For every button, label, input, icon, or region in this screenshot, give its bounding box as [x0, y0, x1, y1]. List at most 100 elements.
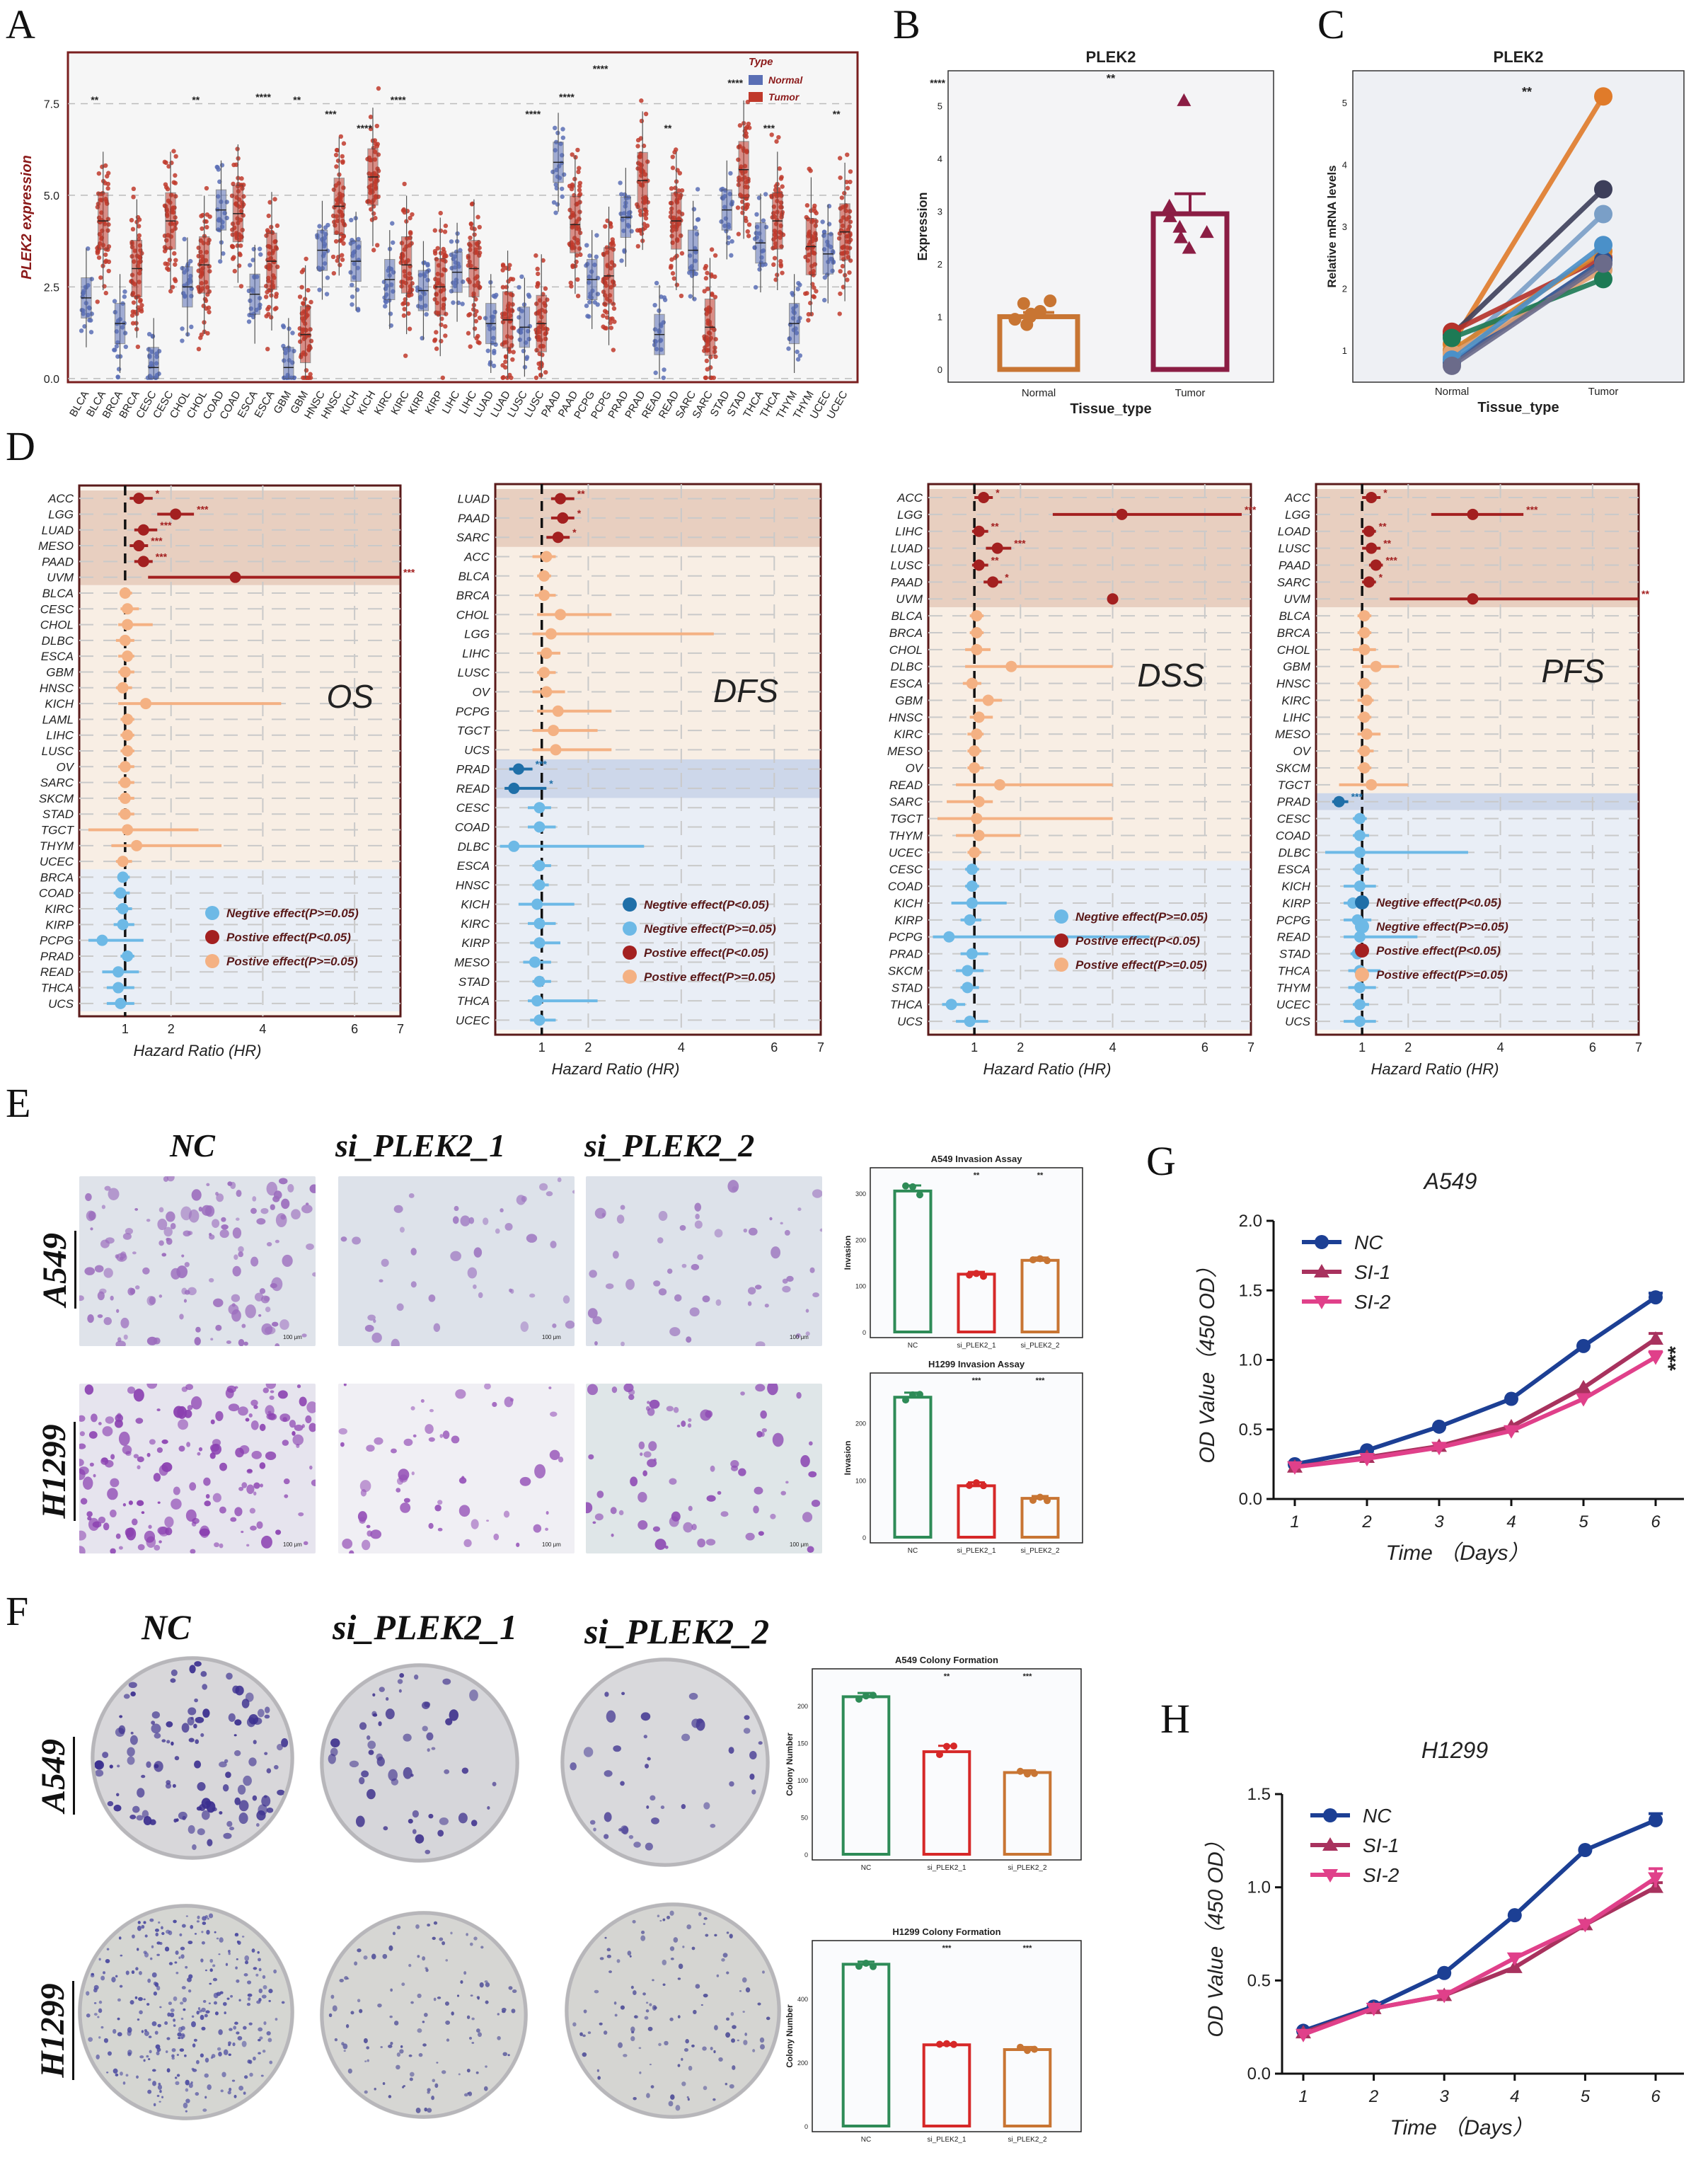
legend-label: Negtive effect(P<0.05) — [1376, 896, 1501, 909]
data-point — [521, 348, 526, 354]
data-point — [814, 289, 819, 294]
cell — [408, 1193, 415, 1198]
cancer-type-label: LIHC — [1283, 711, 1310, 724]
x-tick-label: 2 — [1017, 1040, 1024, 1055]
x-tick-label: 1 — [1358, 1040, 1366, 1055]
data-point — [820, 219, 825, 224]
data-point — [577, 188, 582, 193]
cell — [246, 1469, 253, 1474]
x-tick-label: NC — [861, 2136, 871, 2144]
hr-point — [115, 887, 127, 899]
hr-point — [550, 744, 562, 756]
cancer-type-label: SKCM — [1276, 762, 1311, 775]
data-point — [980, 1482, 987, 1490]
data-point — [778, 176, 784, 181]
cell — [187, 1405, 193, 1411]
data-point — [670, 271, 676, 276]
cancer-type-label: DLBC — [42, 634, 74, 648]
significance-label: **** — [930, 77, 945, 88]
cell — [178, 1419, 189, 1430]
scale-bar-label: 100 μm — [790, 1541, 809, 1548]
cell — [110, 1478, 120, 1488]
data-point — [916, 1391, 923, 1398]
cancer-type-label: LUAD — [891, 542, 923, 556]
cell — [200, 1525, 210, 1538]
data-point — [475, 340, 480, 345]
hr-point — [969, 762, 981, 774]
cell — [203, 1477, 211, 1486]
cell — [403, 1438, 413, 1447]
cell — [516, 1542, 520, 1547]
data-point — [388, 311, 393, 316]
e-header-si1: si_PLEK2_1 — [335, 1127, 506, 1164]
cell — [158, 1207, 164, 1213]
data-point — [442, 249, 447, 255]
significance-label: *** — [942, 1944, 952, 1953]
y-tick-label: 0 — [862, 1329, 866, 1336]
data-point — [105, 171, 111, 176]
chart-title: H1299 — [1421, 1737, 1489, 1763]
cell — [509, 1398, 514, 1402]
cancer-type-label: LUSC — [1279, 542, 1311, 556]
x-tick-label: KIRC — [388, 389, 412, 417]
cell — [129, 1814, 137, 1820]
data-point — [122, 289, 127, 294]
cell — [296, 1384, 301, 1389]
hr-point — [541, 686, 553, 698]
cell — [308, 1423, 316, 1432]
cell — [638, 1441, 645, 1449]
data-point — [280, 323, 286, 328]
data-point — [916, 1191, 923, 1199]
cell — [238, 1486, 244, 1491]
data-point — [777, 166, 782, 171]
cell — [691, 1524, 697, 1531]
cancer-type-label: LUSC — [42, 745, 74, 758]
cell — [425, 1424, 434, 1435]
cell — [657, 1237, 664, 1243]
cell — [605, 1283, 614, 1289]
significance-label: **** — [391, 94, 406, 105]
hr-point — [969, 745, 981, 757]
cell — [265, 1451, 277, 1461]
cell — [184, 1289, 190, 1295]
cell — [246, 1544, 250, 1547]
data-point — [1024, 2047, 1031, 2055]
cell — [549, 1449, 560, 1461]
cell — [153, 1473, 161, 1482]
legend-marker — [205, 930, 219, 944]
hr-point — [973, 795, 985, 808]
cell — [611, 1386, 618, 1394]
hr-point — [1354, 829, 1366, 841]
data-point — [500, 263, 506, 268]
cell — [738, 1468, 746, 1476]
cell — [649, 1399, 660, 1409]
cell — [451, 1435, 460, 1444]
data-point — [804, 202, 810, 208]
data-point — [238, 253, 243, 258]
cell — [122, 1503, 127, 1507]
data-point — [705, 286, 710, 292]
panel-label-a: A — [6, 1, 35, 47]
data-point — [265, 228, 270, 233]
chart-title: PLEK2 — [1086, 48, 1136, 66]
data-point — [1017, 1767, 1024, 1775]
data-point — [466, 313, 471, 318]
cancer-type-label: COAD — [888, 880, 923, 893]
data-point — [1037, 1493, 1044, 1501]
cell — [754, 1285, 762, 1290]
data-point — [712, 274, 717, 280]
legend-label: SI-2 — [1363, 1864, 1400, 1886]
cell — [676, 1425, 681, 1427]
cancer-type-label: ESCA — [890, 677, 923, 691]
cell — [186, 1442, 191, 1447]
data-point — [584, 243, 589, 248]
cell — [115, 1340, 126, 1346]
data-point — [424, 311, 429, 317]
cell — [84, 1384, 94, 1395]
data-point — [491, 293, 497, 299]
y-axis-label: Invasion — [843, 1236, 853, 1270]
data-point — [747, 125, 752, 130]
cell — [198, 1447, 203, 1452]
cell — [271, 1321, 279, 1327]
cell — [130, 1691, 136, 1697]
